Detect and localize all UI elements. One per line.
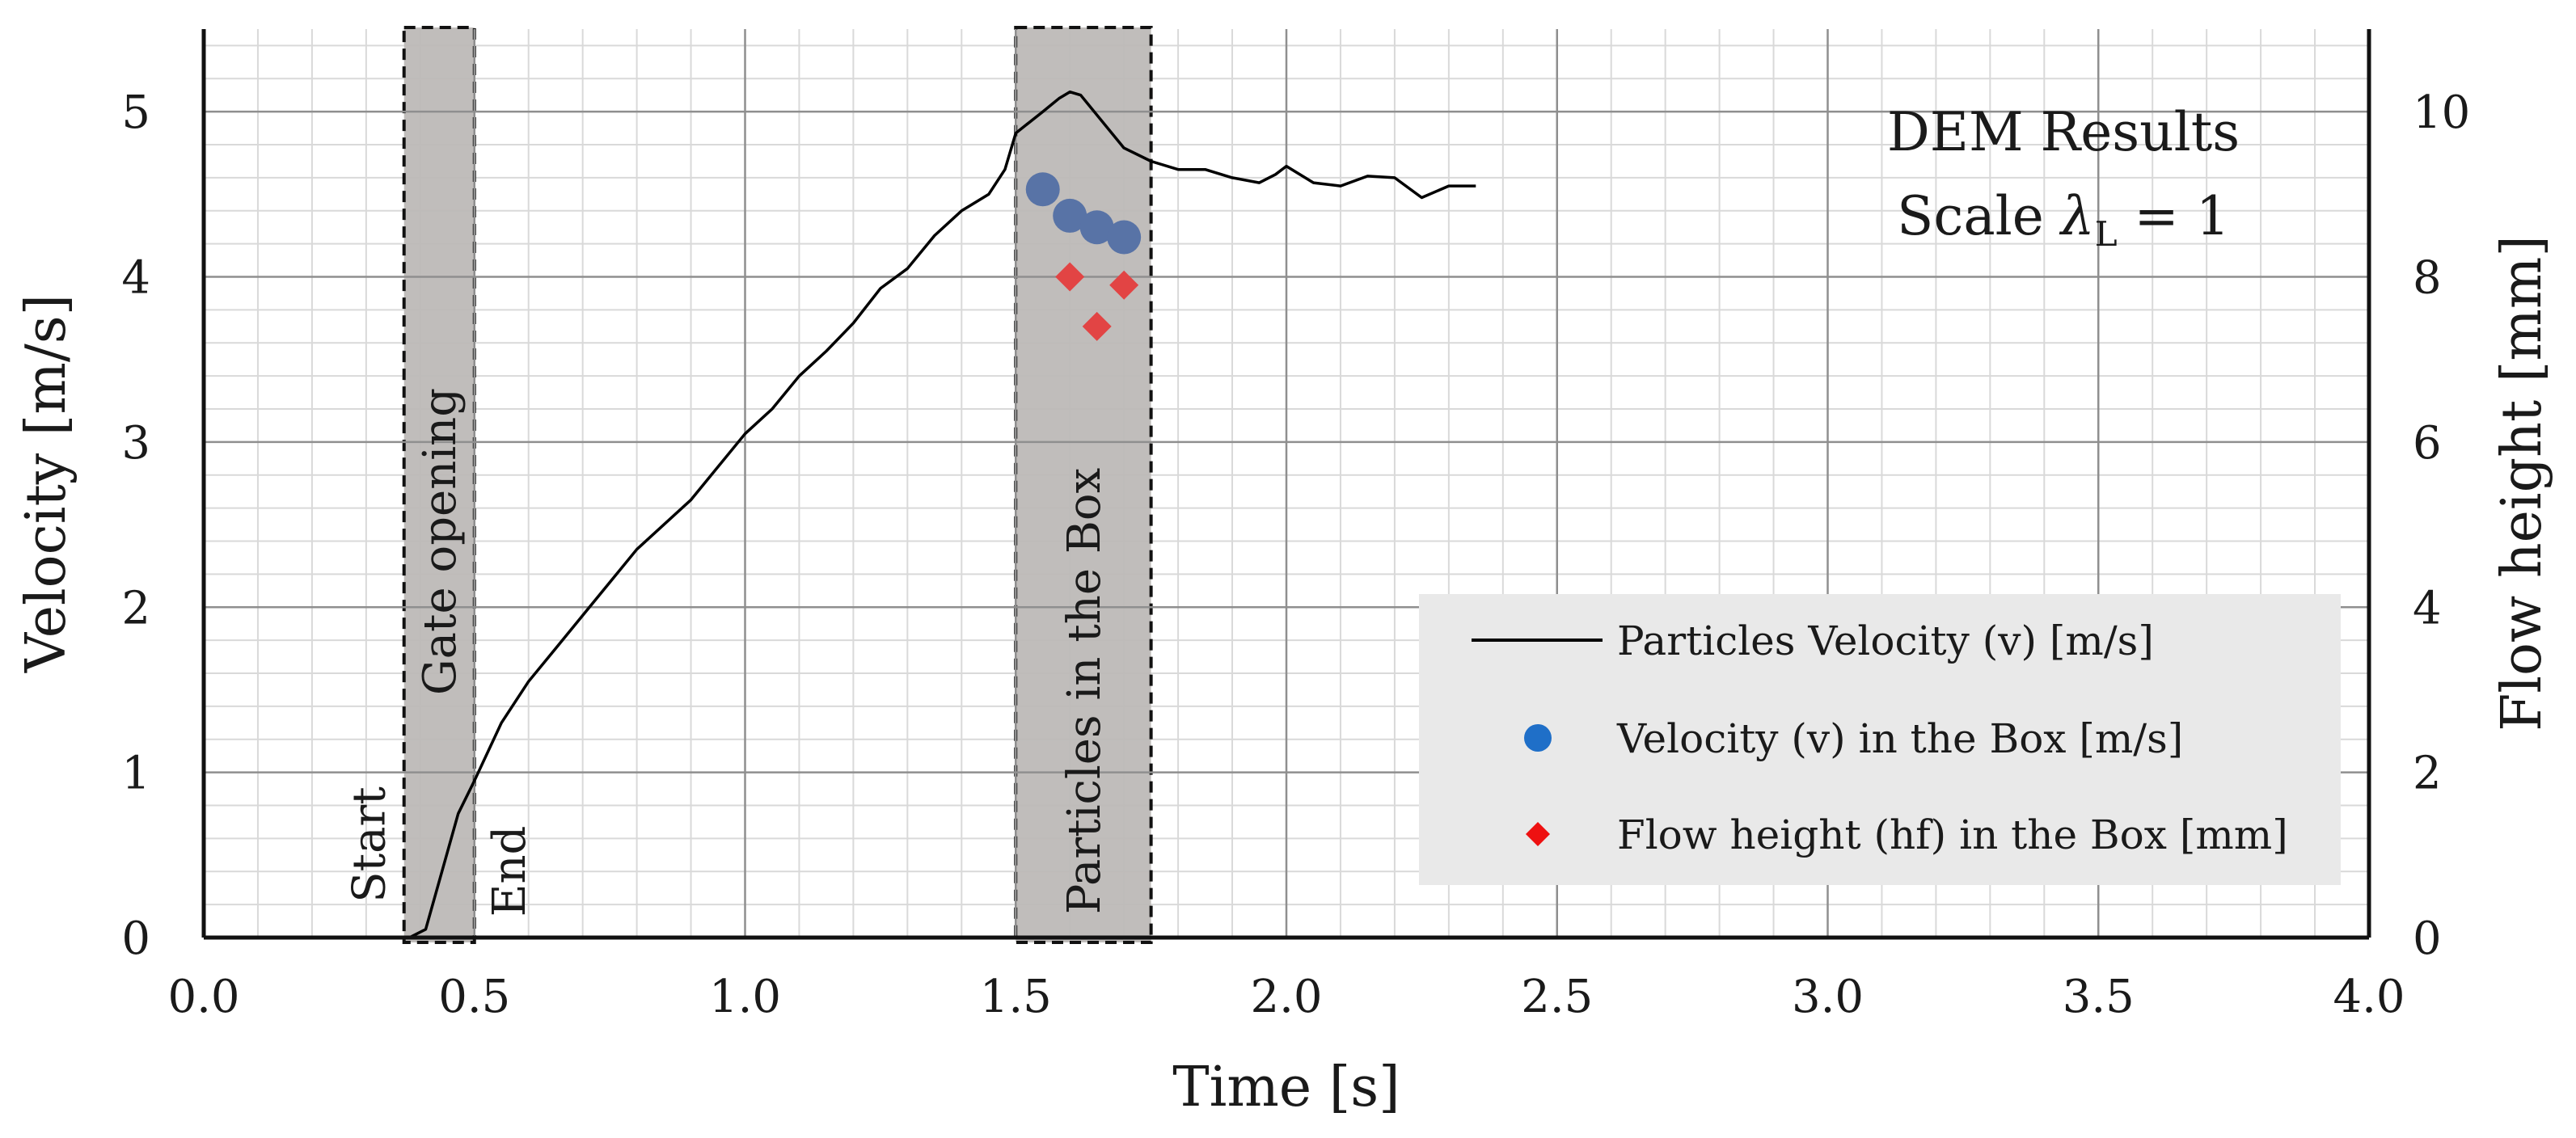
y-tick-label: 0 <box>121 913 150 965</box>
gate-opening-label: Gate opening <box>414 388 467 695</box>
legend-circle-swatch <box>1524 724 1552 752</box>
legend-label: Particles Velocity (v) [m/s] <box>1617 617 2154 664</box>
y-tick-label: 3 <box>121 417 150 470</box>
chart-title: DEM Results <box>1887 101 2240 163</box>
legend-label: Velocity (v) in the Box [m/s] <box>1616 715 2183 762</box>
velocity-box-point <box>1107 220 1142 255</box>
y2-tick-label: 2 <box>2413 748 2442 800</box>
velocity-box-point <box>1079 210 1114 245</box>
y-tick-label: 1 <box>121 748 150 800</box>
y-axis-title: Velocity [m/s] <box>15 294 78 673</box>
velocity-box-point <box>1025 172 1060 207</box>
y2-tick-label: 10 <box>2413 86 2470 139</box>
y-tick-label: 4 <box>121 252 150 305</box>
y-tick-label: 2 <box>121 582 150 634</box>
x-tick-label: 2.5 <box>1521 971 1593 1023</box>
flow-height-point <box>1082 311 1112 341</box>
end-label: End <box>484 826 536 917</box>
legend: Particles Velocity (v) [m/s] Velocity (v)… <box>1419 594 2341 885</box>
x-tick-label: 0.5 <box>438 971 510 1023</box>
flow-height-point <box>1109 270 1139 300</box>
start-label: Start <box>344 786 396 903</box>
y-tick-label: 5 <box>121 86 150 139</box>
x-tick-label: 3.5 <box>2063 971 2135 1023</box>
subtitle-suffix: = 1 <box>2118 185 2230 247</box>
x-tick-label: 1.0 <box>709 971 781 1023</box>
x-tick-label: 4.0 <box>2333 971 2405 1023</box>
chart-subtitle: Scale λL = 1 <box>1897 185 2230 254</box>
y2-tick-label: 6 <box>2413 417 2442 470</box>
velocity-box-point <box>1053 198 1087 233</box>
x-tick-label: 2.0 <box>1250 971 1322 1023</box>
x-axis-title: Time [s] <box>1172 1056 1400 1119</box>
legend-diamond-swatch <box>1526 822 1550 846</box>
y2-tick-label: 8 <box>2413 252 2442 305</box>
subtitle-symbol: λ <box>2059 185 2095 247</box>
flow-height-point <box>1055 262 1085 292</box>
particles-in-box-label: Particles in the Box <box>1058 468 1111 914</box>
y2-tick-label: 4 <box>2413 582 2442 634</box>
region-gate-opening <box>402 26 476 944</box>
y2-tick-label: 0 <box>2413 913 2442 965</box>
axes <box>201 29 2371 940</box>
x-tick-label: 3.0 <box>1792 971 1864 1023</box>
x-tick-label: 0.0 <box>167 971 239 1023</box>
x-tick-label: 1.5 <box>980 971 1052 1023</box>
y2-axis-title: Flow height [mm] <box>2490 235 2554 731</box>
subtitle-subscript: L <box>2095 214 2118 254</box>
legend-background <box>1419 594 2341 885</box>
legend-label: Flow height (hf) in the Box [mm] <box>1617 811 2288 858</box>
velocity-line <box>408 90 1476 939</box>
text-labels: Time [s] Velocity [m/s] Flow height [mm] Ga… <box>15 101 2554 1119</box>
series-layer <box>408 90 1476 939</box>
subtitle-prefix: Scale <box>1897 185 2061 247</box>
